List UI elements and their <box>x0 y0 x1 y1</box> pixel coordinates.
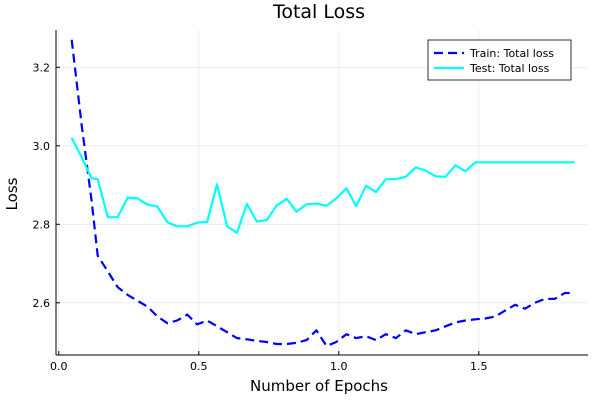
legend-box <box>427 39 572 81</box>
y-tick-label: 3.2 <box>33 61 51 74</box>
legend-label: Test: Total loss <box>469 62 550 75</box>
legend-label: Train: Total loss <box>469 47 554 60</box>
y-axis-label: Loss <box>3 177 21 210</box>
x-tick-label: 1.0 <box>330 360 348 373</box>
x-axis-label: Number of Epochs <box>250 377 388 395</box>
tick-labels: 0.0 0.5 1.0 1.5 2.6 2.8 3.0 3.2 <box>33 61 488 373</box>
series-line-train <box>70 39 575 348</box>
x-tick-label: 0.5 <box>190 360 208 373</box>
chart-title: Total Loss <box>272 1 365 23</box>
x-tick-label: 1.5 <box>470 360 488 373</box>
y-tick-label: 3.0 <box>33 140 51 153</box>
axes <box>55 30 588 356</box>
x-tick-label: 0.0 <box>50 360 68 373</box>
series-line-test <box>70 137 575 234</box>
grid-lines <box>56 30 588 355</box>
y-tick-label: 2.6 <box>33 297 51 310</box>
y-tick-label: 2.8 <box>33 218 51 231</box>
series-lines <box>70 39 575 348</box>
legend: Train: Total loss Test: Total loss <box>427 39 572 81</box>
